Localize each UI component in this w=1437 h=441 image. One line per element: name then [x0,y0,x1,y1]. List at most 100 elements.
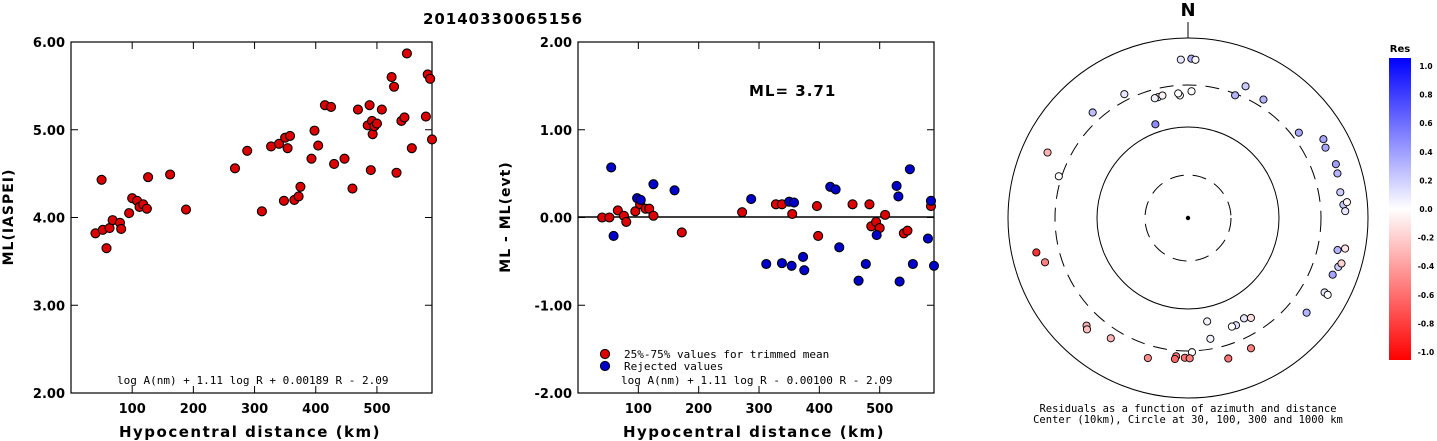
colorbar-tick-label: 0.4 [1419,148,1432,157]
plot1-data-point [295,181,306,192]
azimuth-data-point [1151,120,1160,129]
azimuth-data-point [1150,94,1159,103]
plot2-xtick-label: 400 [806,402,833,417]
plot1-data-point [229,163,241,174]
plot1-data-point [284,130,296,141]
plot2-data-point [860,258,871,270]
north-label: N [1180,0,1195,21]
plot1-ytick-label: 4.00 [33,212,65,227]
plot2-data-point [737,207,748,218]
plot2-data-point [648,179,659,190]
azimuth-data-point [1240,314,1249,323]
plot2-xtick-label: 300 [745,402,772,417]
plot1-data-point [389,81,400,92]
plot2-data-point [922,233,934,244]
plot1-x-ticks: 100 200 300 400 500 [119,42,391,417]
colorbar-tick-label: 0.6 [1419,119,1432,128]
plot1-data-point [141,203,152,214]
colorbar-tick-label: 1.0 [1419,62,1432,71]
plot2-data-point [847,199,858,210]
polar-caption-line1: Residuals as a function of azimuth and d… [1039,403,1336,415]
plot2-data-point [676,227,687,238]
plot1-data-point [425,73,436,84]
plot2-data-point [893,191,904,202]
azimuth-data-point [1185,354,1194,363]
panel-azimuth-plot: N Residuals as a function of azimuth and… [1007,0,1369,426]
plot1-data-point [347,183,358,194]
plot1-data-point [309,125,320,136]
plot2-data-point [648,210,659,221]
plot2-data-point [902,225,913,236]
azimuth-data-point [1032,248,1041,257]
plot2-data-point [813,230,824,241]
plot1-data-point [124,208,135,219]
plot1-frame [70,41,433,394]
plot2-data-point [928,260,940,271]
azimuth-data-point [1088,108,1097,117]
colorbar-tick-label: 0.0 [1419,205,1432,214]
plot2-y-axis-label: ML - ML(evt) [498,161,514,272]
plot2-ytick-label: -2.00 [535,387,572,402]
ml-value-label: ML= 3.71 [749,82,836,100]
plot2-xtick-label: 500 [866,402,893,417]
plot1-data-point [426,134,438,145]
plot2-data-point [907,258,918,270]
azimuth-data-point [1158,91,1167,100]
azimuth-data-point [1328,270,1337,279]
plot2-data-point [608,230,619,241]
ring-100km [1096,126,1280,310]
plot1-data-point [391,167,402,178]
azimuth-points [1032,54,1351,364]
plot2-data-point [621,216,632,227]
azimuth-data-point [1336,188,1345,197]
plot1-data-point [313,140,324,151]
plot2-data-point [746,194,757,205]
colorbar-tick-label: -0.2 [1418,234,1434,243]
plot2-data-point [799,265,810,276]
plot1-data-point [376,104,387,115]
colorbar-tick-label: -0.4 [1418,262,1434,271]
azimuth-data-point [1082,325,1092,334]
legend-label-rejected: Rejected values [624,360,723,373]
colorbar-title: Res [1390,44,1410,55]
azimuth-data-point [1246,344,1256,353]
azimuth-data-point [1341,244,1350,253]
plot1-y-axis-label: ML(IASPEI) [1,169,17,266]
plot1-ytick-label: 3.00 [33,299,65,314]
plot2-data-point [871,230,882,241]
plot1-annotation: log A(nm) + 1.11 log R + 0.00189 R - 2.0… [117,374,389,387]
plot2-data-point [853,275,864,286]
plot2-ytick-label: 1.00 [540,124,572,139]
colorbar-tick-label: 0.8 [1419,91,1432,100]
plot2-data-point [904,164,915,175]
epicenter-dot [1185,215,1191,221]
panel-residual-vs-distance: -2.00 -1.00 0.00 1.00 2.00 100 200 300 400 500 M… [498,36,940,441]
plot1-data-point [165,169,176,180]
plot1-data-point [406,143,417,154]
plot2-data-point [669,185,680,196]
plot2-data-point [925,195,937,206]
colorbar-tick-label: -1.0 [1418,348,1434,357]
plot2-data-point [811,201,822,212]
plot1-data-point [329,158,340,170]
azimuth-data-point [1043,148,1052,157]
azimuth-data-point [1174,89,1183,98]
azimuth-data-point [1241,82,1250,91]
azimuth-data-point [1054,172,1063,181]
plot1-data-point [143,172,154,183]
azimuth-data-point [1191,55,1200,64]
plot2-data-point [787,208,798,220]
residual-colorbar: Res 1.0 0.8 0.6 0.4 0.2 0.0 -0.2 -0.4 -0.6 -0.8 -1… [1389,44,1434,360]
azimuth-data-point [1341,207,1350,216]
plot2-x-ticks: 100 200 300 400 500 [625,42,893,417]
plot2-xtick-label: 100 [625,402,652,417]
plot2-ytick-label: 0.00 [540,212,572,227]
azimuth-data-point [1143,353,1152,363]
plot1-data-point [420,111,431,122]
azimuth-data-point [1259,95,1268,104]
ring-300km [1054,84,1322,352]
legend-swatch-trimmed [599,348,611,360]
plot1-data-point [101,243,112,254]
plot1-ytick-label: 2.00 [33,387,65,402]
